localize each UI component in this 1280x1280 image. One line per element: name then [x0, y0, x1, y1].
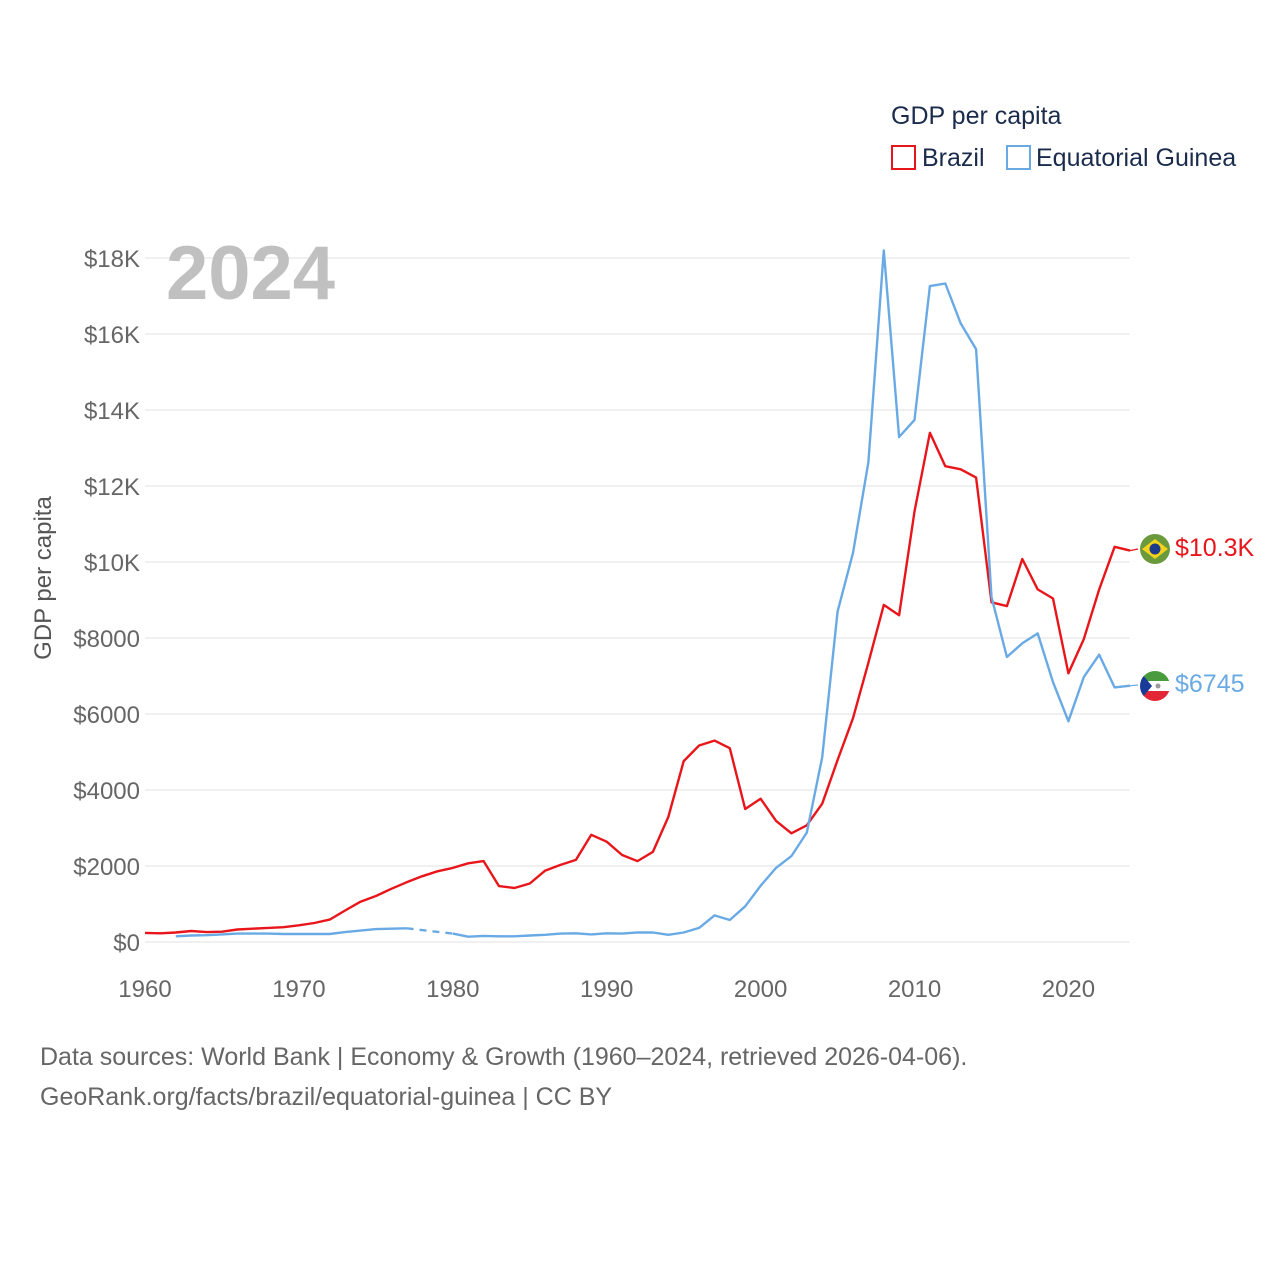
grid-lines	[145, 257, 1130, 943]
y-axis-ticks: $0 $2000 $4000 $6000 $8000 $10K $12K $14K $16K $1…	[73, 246, 140, 957]
end-labels: $10.3K $6745	[1129, 534, 1255, 698]
series-line-equatorial-guinea	[452, 249, 1131, 938]
gdp-chart: $0 $2000 $4000 $6000 $8000 $10K $12K $14K $16K $1…	[30, 102, 1255, 1003]
legend-item-equatorial-guinea[interactable]: Equatorial Guinea	[1006, 144, 1236, 172]
y-tick-label: $2000	[73, 854, 140, 881]
footer-attribution-link[interactable]: GeoRank.org/facts/brazil/equatorial-guin…	[40, 1083, 613, 1111]
legend-item-brazil[interactable]: Brazil	[891, 144, 985, 172]
legend-swatch-equatorial-guinea	[1006, 145, 1031, 170]
y-tick-label: $14K	[84, 398, 140, 425]
end-label-connector	[1129, 548, 1139, 552]
end-label-brazil: $10.3K	[1175, 534, 1255, 562]
equatorial-guinea-flag-icon	[1140, 671, 1170, 701]
y-tick-label: $18K	[84, 246, 140, 273]
footer-data-sources: Data sources: World Bank | Economy & Gro…	[40, 1043, 968, 1071]
series-lines	[144, 249, 1131, 938]
year-overlay: 2024	[166, 231, 335, 316]
x-tick-label: 1980	[426, 976, 479, 1003]
y-tick-label: $12K	[84, 474, 140, 501]
x-tick-label: 2010	[888, 976, 941, 1003]
y-tick-label: $6000	[73, 702, 140, 729]
legend-label-brazil: Brazil	[922, 144, 985, 172]
y-tick-label: $10K	[84, 550, 140, 577]
series-line-equatorial-guinea	[175, 927, 407, 938]
brazil-flag-icon	[1140, 534, 1170, 564]
x-axis-ticks: 1960 1970 1980 1990 2000 2010 2020	[118, 976, 1095, 1003]
y-tick-label: $4000	[73, 778, 140, 805]
legend: GDP per capita Brazil Equatorial Guinea	[891, 102, 1236, 172]
end-label-connector	[1129, 684, 1139, 687]
x-tick-label: 1970	[272, 976, 325, 1003]
x-tick-label: 2000	[734, 976, 787, 1003]
series-line-equatorial-guinea	[406, 927, 453, 935]
legend-title: GDP per capita	[891, 102, 1062, 130]
y-axis-label: GDP per capita	[30, 496, 57, 660]
end-label-equatorial-guinea: $6745	[1175, 670, 1245, 698]
y-tick-label: $16K	[84, 322, 140, 349]
x-tick-label: 2020	[1042, 976, 1095, 1003]
y-tick-label: $0	[113, 930, 140, 957]
series-line-brazil	[144, 431, 1131, 935]
x-tick-label: 1960	[118, 976, 171, 1003]
x-tick-label: 1990	[580, 976, 633, 1003]
legend-swatch-brazil	[891, 145, 916, 170]
legend-label-equatorial-guinea: Equatorial Guinea	[1036, 144, 1236, 172]
y-tick-label: $8000	[73, 626, 140, 653]
